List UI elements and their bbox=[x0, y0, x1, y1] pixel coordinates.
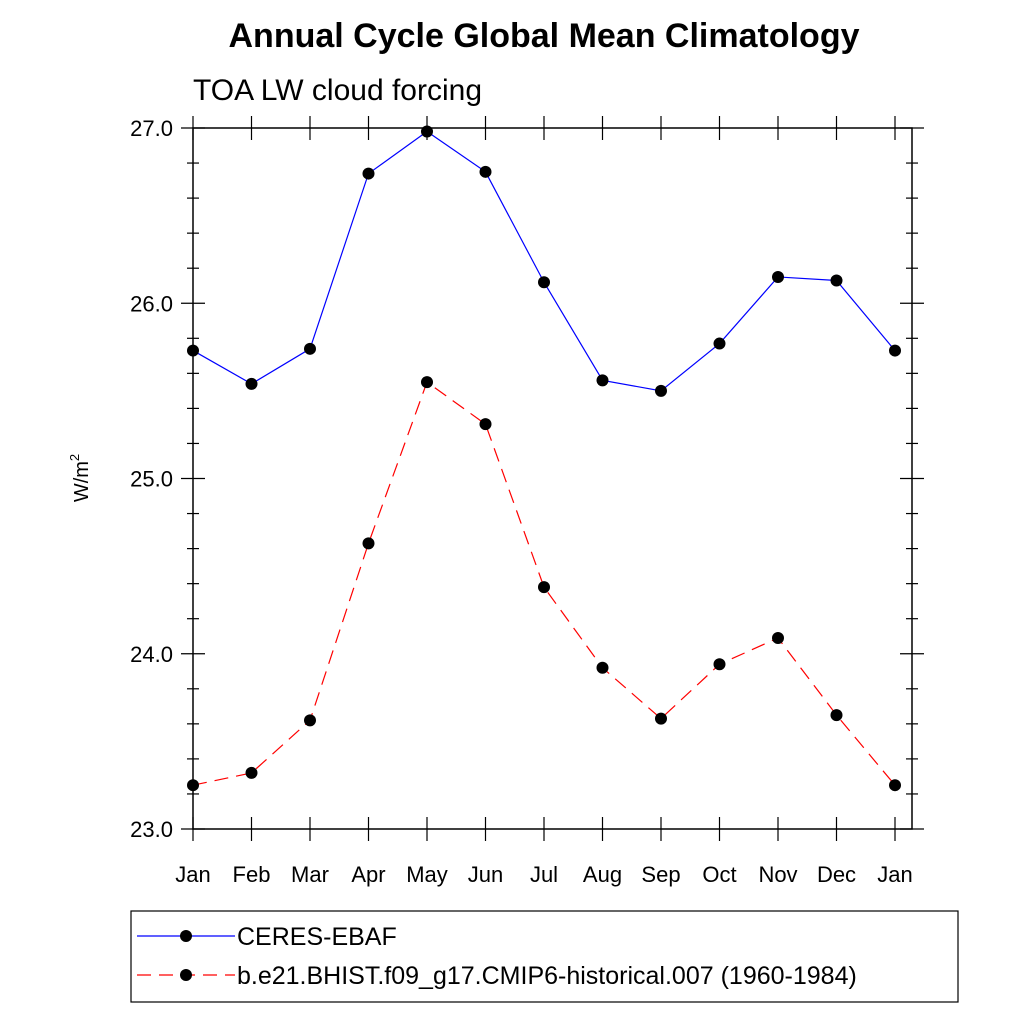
data-point bbox=[421, 376, 433, 389]
legend-marker bbox=[180, 969, 192, 981]
x-tick-label: Oct bbox=[702, 862, 736, 887]
x-tick-label: Mar bbox=[291, 862, 329, 887]
data-point bbox=[596, 661, 609, 674]
data-point bbox=[772, 631, 784, 644]
x-tick-label: Apr bbox=[351, 862, 385, 887]
x-tick-label: Jun bbox=[468, 862, 503, 887]
y-tick-label: 25.0 bbox=[130, 467, 173, 492]
y-axis-label-text: W/m bbox=[71, 461, 93, 502]
tick-labels: 23.0 24.0 25.0 26.0 27.0 Jan Feb Mar Apr May Jun Ju… bbox=[130, 116, 913, 887]
x-tick-label: Aug bbox=[583, 862, 622, 887]
data-point bbox=[772, 270, 784, 283]
series-layer bbox=[187, 125, 901, 792]
legend-label: CERES-EBAF bbox=[237, 923, 397, 951]
x-tick-label: Sep bbox=[641, 862, 680, 887]
x-tick-label: Jan bbox=[877, 862, 912, 887]
y-tick-label: 23.0 bbox=[130, 817, 173, 842]
data-point bbox=[479, 418, 492, 431]
data-point bbox=[479, 165, 492, 178]
plot-frame bbox=[192, 127, 913, 830]
y-tick-label: 27.0 bbox=[130, 116, 173, 141]
data-point bbox=[304, 714, 316, 727]
legend-marker bbox=[180, 930, 192, 942]
data-point bbox=[304, 342, 316, 355]
x-tick-label: Jan bbox=[175, 862, 210, 887]
data-point bbox=[889, 779, 901, 792]
x-tick-label: Jul bbox=[530, 862, 558, 887]
series-line bbox=[192, 130, 896, 392]
x-tick-label: May bbox=[406, 862, 448, 887]
axis-ticks bbox=[181, 116, 924, 841]
data-point bbox=[713, 337, 726, 350]
chart-subtitle: TOA LW cloud forcing bbox=[193, 74, 482, 107]
svg-text:W/m2: W/m2 bbox=[67, 454, 93, 502]
y-tick-label: 26.0 bbox=[130, 291, 173, 316]
y-tick-label: 24.0 bbox=[130, 642, 173, 667]
data-point bbox=[538, 276, 550, 289]
y-axis-label-superscript: 2 bbox=[67, 454, 82, 461]
x-tick-label: Dec bbox=[817, 862, 856, 887]
data-point bbox=[245, 766, 258, 779]
data-point bbox=[596, 374, 609, 387]
series-2 bbox=[187, 376, 901, 792]
data-point bbox=[655, 384, 667, 397]
x-tick-label: Nov bbox=[758, 862, 797, 887]
legend-label: b.e21.BHIST.f09_g17.CMIP6-historical.007… bbox=[237, 962, 857, 990]
data-point bbox=[713, 658, 726, 671]
legend: CERES-EBAF b.e21.BHIST.f09_g17.CMIP6-hist… bbox=[130, 910, 959, 1003]
legend-box bbox=[130, 910, 959, 1003]
data-point bbox=[538, 581, 550, 594]
y-axis-label: W/m2 bbox=[67, 454, 93, 502]
data-point bbox=[362, 167, 375, 180]
data-point bbox=[830, 709, 843, 722]
chart-title: Annual Cycle Global Mean Climatology bbox=[229, 17, 860, 55]
data-point bbox=[889, 344, 901, 357]
series-1 bbox=[187, 125, 901, 397]
data-point bbox=[245, 377, 258, 390]
x-tick-label: Feb bbox=[233, 862, 271, 887]
data-point bbox=[655, 712, 667, 725]
data-point bbox=[830, 274, 843, 287]
data-point bbox=[362, 537, 375, 550]
